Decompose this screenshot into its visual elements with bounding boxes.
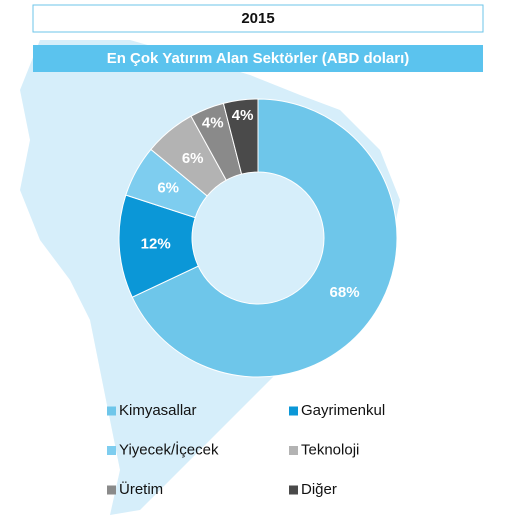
legend-swatch [107,485,116,495]
data-label: 6% [182,150,204,167]
legend-label: Gayrimenkul [301,402,385,419]
chart-title: 2015 [241,10,274,27]
subtitle-bar [33,45,483,72]
legend-label: Diğer [301,481,337,498]
donut-segment [222,98,259,175]
legend-swatch [289,406,298,416]
legend-label: Üretim [119,480,163,498]
legend-swatch [107,446,116,455]
legend-swatch [289,485,298,495]
data-label: 4% [202,115,224,132]
legend-swatch [107,406,116,416]
data-label: 12% [141,235,171,252]
data-label: 68% [330,284,360,301]
legend-label: Kimyasallar [119,402,197,419]
data-label: 6% [157,180,179,197]
legend-swatch [289,446,298,455]
legend-label: Yiyecek/İçecek [119,440,219,458]
donut-segment [131,98,398,378]
title-box [32,4,484,33]
chart-subtitle: En Çok Yatırım Alan Sektörler (ABD dolar… [107,50,410,67]
legend-label: Teknoloji [301,441,359,458]
data-label: 4% [232,107,254,124]
